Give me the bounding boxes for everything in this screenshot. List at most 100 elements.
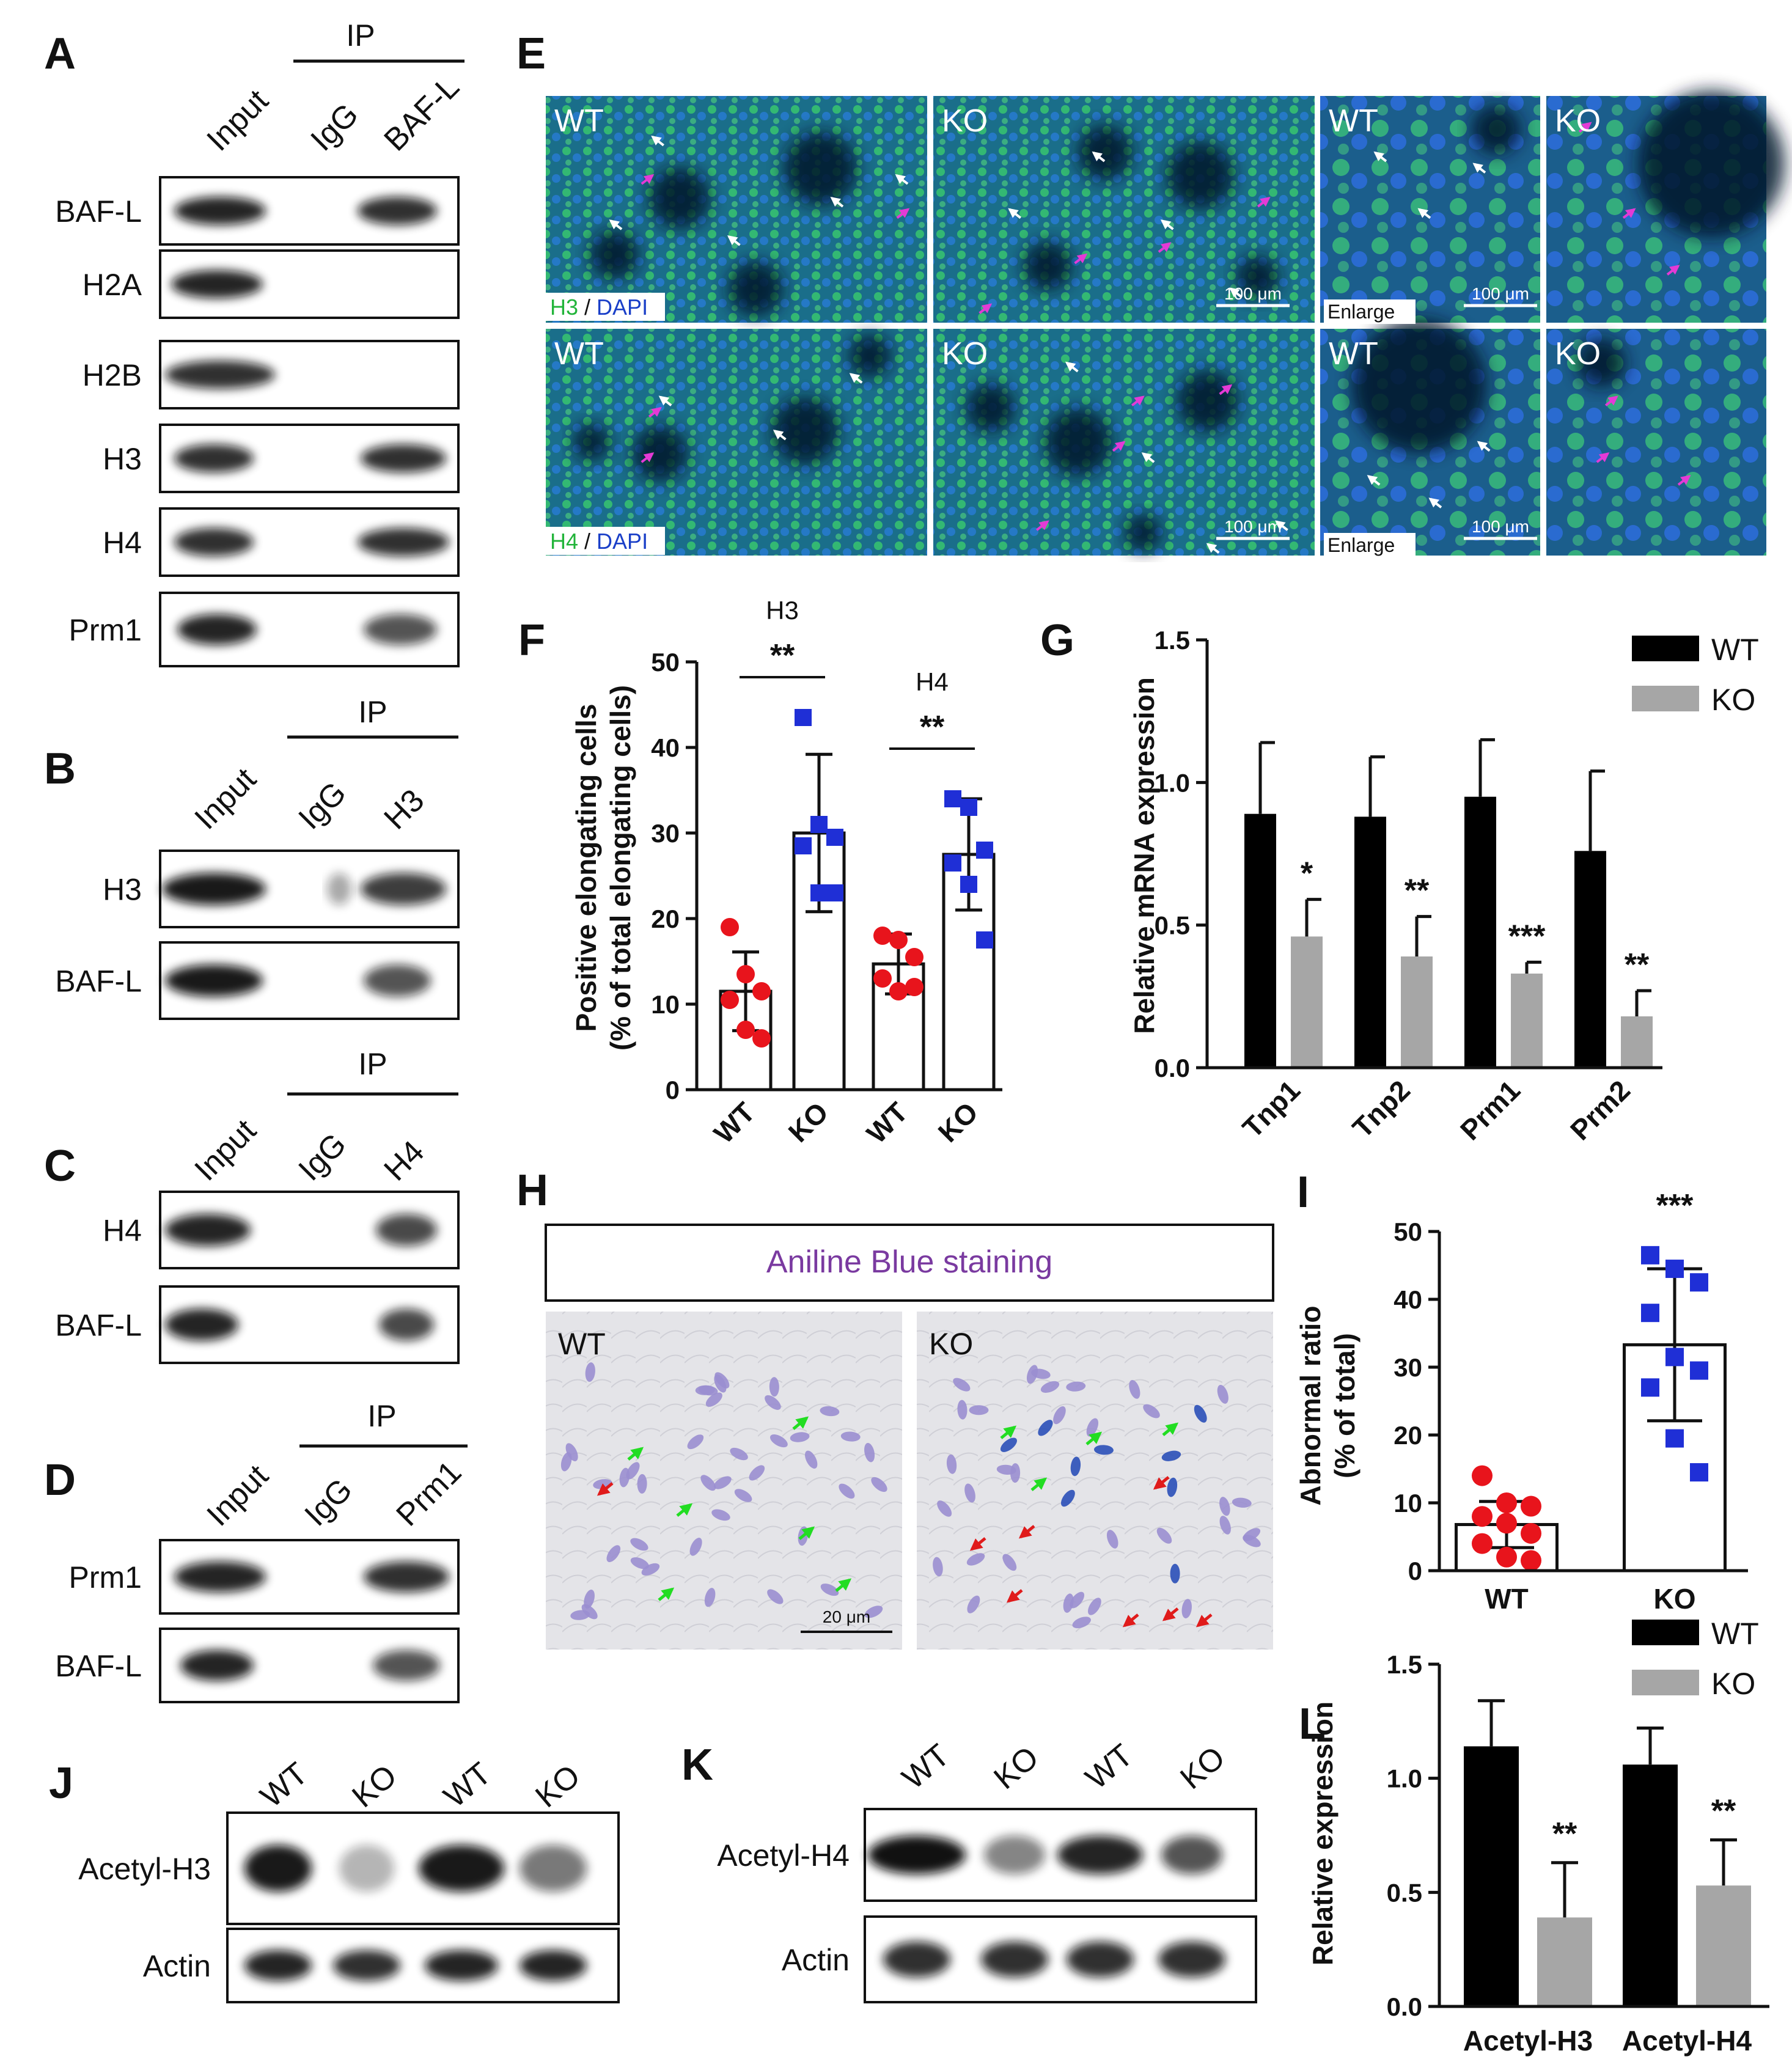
white-arrow [895,174,909,185]
tubule-lumen [1236,255,1279,299]
data-point [1496,1546,1517,1568]
data-point [795,709,812,726]
panel-letter: H [516,1166,548,1215]
white-arrow [1160,219,1174,230]
sperm-head [767,1589,784,1604]
sperm-head [805,1450,818,1469]
data-point [1472,1506,1493,1527]
ip-label: IP [367,1399,396,1433]
sperm-head [1194,1404,1207,1423]
magenta-arrow [1596,452,1610,463]
sperm-head [1181,1599,1192,1618]
data-point [736,965,755,983]
y-tick-label: 50 [651,648,680,677]
tubule-lumen [573,424,610,461]
magenta-arrow [1074,253,1088,265]
bar [1244,813,1276,1068]
magenta-arrow [1622,208,1636,219]
magenta-arrow [1035,520,1049,531]
row-label: H3 [103,442,142,476]
sperm-head [1170,1563,1180,1584]
enlarge-label: Enlarge [1327,534,1395,556]
lane-label: H4 [377,1134,431,1187]
bar [1574,851,1606,1068]
lane-label: IgG [292,1126,353,1187]
sperm-head [1156,1527,1172,1544]
lane-label: Input [200,83,275,158]
sperm-head [1063,1593,1074,1613]
sperm-head [1232,1497,1252,1508]
tubule-lumen [633,426,688,482]
row-label: Actin [143,1949,211,1983]
image-label: KO [929,1327,973,1361]
bar [1623,1764,1678,2006]
bar [1511,974,1543,1068]
blot-band [1161,1835,1222,1874]
blot-band [333,1950,400,1981]
magenta-arrow [979,303,993,314]
x-tick-label: KO [932,1096,985,1148]
white-arrow [1092,151,1106,163]
tubule-lumen [966,383,1015,433]
data-point [1472,1465,1493,1486]
sperm-head [626,1462,640,1480]
sperm-head [953,1378,971,1392]
aniline-image: WT [546,1312,902,1650]
blot-band [376,1214,437,1246]
lane-label: KO [1173,1739,1232,1796]
panel-c: C IP Input IgG H4 H4 BAF-L [44,1047,460,1364]
magenta-arrow [641,452,655,463]
white-arrow [1417,208,1431,219]
sperm-head [1040,1381,1060,1393]
sig-label: ** [1552,1816,1577,1852]
y-tick-label: 10 [1394,1489,1422,1518]
sperm-head [584,1590,595,1609]
lane-label: IgG [298,1472,359,1533]
x-tick-label: KO [782,1096,835,1148]
data-point [721,991,739,1009]
sig-label: *** [1656,1188,1694,1224]
aniline-images: WT KO 20 μm [546,1312,1273,1650]
bar [1354,817,1386,1068]
tubule-lumen [1177,370,1239,432]
y-tick-label: 1.5 [1387,1650,1422,1679]
sig-label: ** [920,710,945,745]
blot-band [165,360,275,389]
x-tick-label: Prm1 [1454,1074,1526,1146]
lane-label: KO [987,1739,1045,1796]
blot-d: Prm1 BAF-L [55,1539,460,1703]
panel-letter: D [44,1456,76,1505]
y-tick-label: 0.0 [1155,1054,1190,1082]
sig-label: * [1301,856,1313,892]
sperm-head [1053,1406,1066,1425]
sperm-head [839,1483,855,1499]
tile-label: WT [554,103,604,139]
sperm-head [687,1434,704,1450]
legend-swatch [1632,686,1699,711]
sperm-head [630,1538,648,1551]
panel-letter: C [44,1142,76,1191]
y-tick-label: 1.0 [1155,768,1190,797]
blot-band [373,1650,440,1681]
panel-j: J WT KO WT KO Acetyl-H3 Actin [49,1756,620,2003]
tubule-lumen [1577,338,1626,387]
blot-band [327,873,351,905]
x-tick-label: Tnp2 [1346,1074,1416,1143]
ip-label: IP [358,695,387,729]
white-arrow [658,395,672,406]
y-axis-label: Abnormal ratio [1294,1305,1326,1505]
stain-legend: H3 / DAPI [546,293,665,321]
magenta-arrow [1131,395,1145,406]
blot-band [1067,1941,1134,1978]
white-arrow [727,235,741,246]
green-arrow [792,1416,809,1430]
stain-legend-bg [546,293,665,321]
legend-swatch [1632,1620,1699,1645]
group-label: H3 [766,596,799,625]
tile-label: KO [942,103,988,139]
panel-letter: B [44,744,76,793]
fluorescence-tile: WT [546,329,927,556]
stain-name: H3 [550,295,578,320]
data-point [1665,1260,1684,1279]
bar [1696,1885,1751,2006]
